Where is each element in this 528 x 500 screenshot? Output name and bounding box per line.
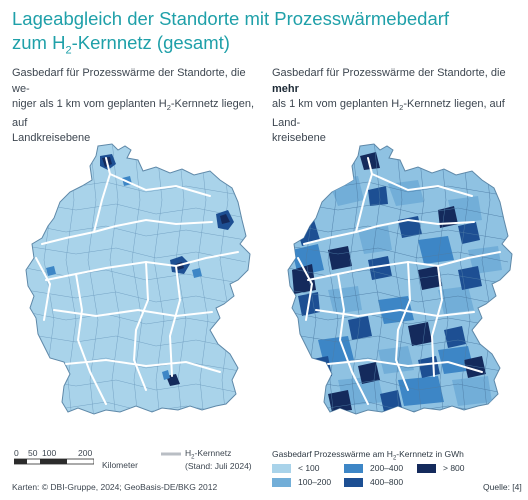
legend-title: Gasbedarf Prozesswärme am H2-Kernnetz in… <box>272 449 464 462</box>
h2-network-lines-right <box>297 157 501 405</box>
legend-title-post: -Kernnetz in GWh <box>396 449 464 459</box>
right-subtitle-d: kreisebene <box>272 132 326 145</box>
network-legend-pre: H <box>185 448 192 458</box>
network-legend-sub: 2 <box>191 454 195 461</box>
legend-label: 100–200 <box>298 477 332 487</box>
legend-item-gt-800: > 800 <box>417 463 465 473</box>
title-subscript: 2 <box>65 44 72 57</box>
right-subtitle-b: als 1 km vom geplanten H <box>272 98 400 110</box>
network-legend-line <box>161 452 181 456</box>
source-reference: Quelle: [4] <box>483 482 522 492</box>
scale-tick-200: 200 <box>78 448 93 458</box>
left-subtitle-b: niger als 1 km vom geplanten H <box>12 98 167 110</box>
right-subtitle-a: Gasbedarf für Prozesswärme der Standorte… <box>272 67 506 79</box>
scale-tick-0: 0 <box>14 448 19 458</box>
left-subtitle-sub: 2 <box>166 103 171 113</box>
network-legend-post: -Kernnetz <box>194 448 232 458</box>
left-subtitle-d: Landkreisebene <box>12 132 91 145</box>
map-near-network <box>25 143 251 415</box>
scale-bar-graphic <box>14 458 94 465</box>
left-map-subtitle: Gasbedarf für Prozesswärme der Standorte… <box>12 66 262 147</box>
title-line-1: Lageabgleich der Standorte mit Prozesswä… <box>12 8 450 29</box>
legend-swatch <box>417 463 436 473</box>
network-legend-label: H2-Kernnetz <box>185 448 231 461</box>
map-title: Lageabgleich der Standorte mit Prozesswä… <box>12 7 512 63</box>
scale-tick-50: 50 <box>28 448 38 458</box>
legend-item-200-400: 200–400 <box>344 463 403 473</box>
right-map-subtitle: Gasbedarf für Prozesswärme der Standorte… <box>272 66 517 147</box>
legend-item-lt-100: < 100 <box>272 463 320 473</box>
right-subtitle-sub: 2 <box>399 103 404 113</box>
title-line-2-pre: zum H <box>12 32 66 53</box>
legend-label: 200–400 <box>370 463 404 473</box>
legend-label: > 800 <box>443 463 465 473</box>
right-subtitle-bold: mehr <box>272 82 299 95</box>
h2-network-lines <box>35 157 239 405</box>
right-subtitle-c: -Kernnetz liegen, auf Land- <box>272 98 505 129</box>
high-demand-districts <box>46 154 234 386</box>
legend-title-pre: Gasbedarf Prozesswärme am H <box>272 449 393 459</box>
left-subtitle-c: -Kernnetz liegen, auf <box>12 98 255 129</box>
legend-swatch <box>272 463 291 473</box>
scale-bar: 0 50 100 200 <box>12 448 102 472</box>
title-line-2-post: -Kernnetz (gesamt) <box>71 32 230 53</box>
scale-unit: Kilometer <box>102 460 138 470</box>
legend-item-400-800: 400–800 <box>344 477 403 487</box>
legend-title-sub: 2 <box>392 455 397 462</box>
map-credits: Karten: © DBI-Gruppe, 2024; GeoBasis-DE/… <box>12 482 218 492</box>
map-far-from-network <box>287 143 513 415</box>
legend-label: 400–800 <box>370 477 404 487</box>
legend-item-100-200: 100–200 <box>272 477 331 487</box>
legend-swatch <box>272 477 291 487</box>
network-legend-date: (Stand: Juli 2024) <box>185 461 252 471</box>
legend-label: < 100 <box>298 463 320 473</box>
scale-tick-100: 100 <box>42 448 57 458</box>
left-subtitle-a: Gasbedarf für Prozesswärme der Standorte… <box>12 67 246 95</box>
legend-swatch <box>344 477 363 487</box>
germany-outline <box>25 143 251 415</box>
legend-swatch <box>344 463 363 473</box>
